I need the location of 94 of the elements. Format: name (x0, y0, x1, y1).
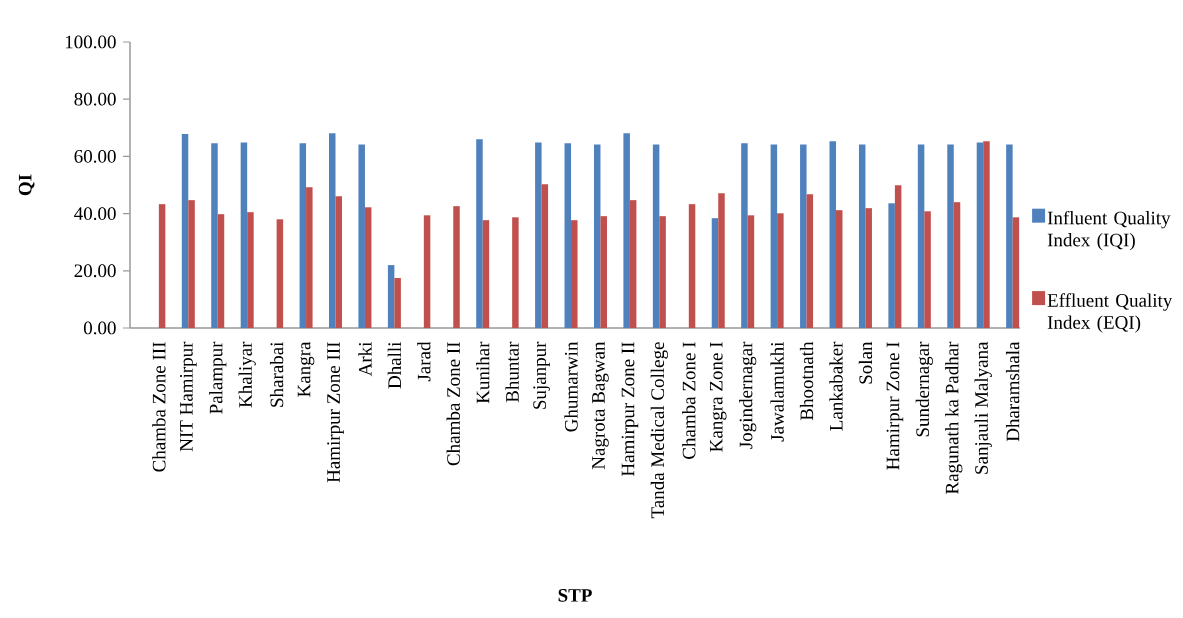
bar (806, 194, 814, 328)
bar (865, 208, 872, 328)
x-tick-label: Bhuntar (505, 341, 519, 403)
bar (306, 187, 313, 328)
x-tick-label: Hamirpur Zone II (621, 342, 639, 477)
bar (953, 202, 961, 328)
bar (629, 200, 637, 328)
x-tick-label: Sujanpur (533, 341, 550, 409)
x-tick-label: Kunihar (476, 341, 490, 404)
bar (600, 216, 607, 328)
y-tick-label: 20.00 (74, 264, 116, 278)
x-tick-label: Sundernagar (915, 341, 933, 437)
x-tick-label: Chamba Zone II (446, 342, 460, 466)
x-tick-label: NIT Hamirpur (179, 341, 197, 452)
x-tick-label: Palampur (209, 341, 227, 414)
bar (836, 210, 843, 328)
x-tick-label: Kangra (297, 341, 315, 397)
bar (358, 144, 365, 328)
x-tick-label: Khaliyar (238, 341, 256, 408)
bar (188, 200, 195, 328)
x-axis-title: STP (558, 588, 592, 602)
x-tick-label: Arki (358, 341, 372, 377)
bar (423, 215, 431, 328)
bar (894, 185, 902, 328)
bar (1012, 217, 1020, 328)
bar (571, 220, 578, 328)
x-tick-label: Hamirpur Zone I (886, 342, 904, 470)
bar (924, 211, 931, 328)
legend-label: Effluent Quality Index (EQI) (1047, 293, 1173, 333)
x-tick-label: Lankabaker (829, 341, 843, 431)
x-tick-label: Chamba Zone III (152, 342, 166, 472)
y-tick-label: 60.00 (74, 149, 116, 163)
bar (652, 144, 660, 328)
x-tick-label: Ragunath ka Padhar (945, 341, 963, 494)
bar (535, 142, 542, 328)
legend-label: Influent Quality Index (IQI) (1047, 210, 1171, 251)
bar (777, 213, 784, 328)
x-tick-label: Dhalli (387, 341, 402, 389)
bar (800, 144, 807, 328)
bar (364, 207, 372, 328)
bar (593, 144, 601, 328)
bar (1006, 144, 1013, 328)
bar (335, 196, 342, 328)
bar (541, 184, 549, 328)
bar (217, 214, 225, 328)
bar (240, 142, 248, 328)
y-axis-title: QI (18, 174, 35, 196)
bar (181, 134, 189, 328)
x-tick-label: Jarad (417, 341, 431, 382)
y-tick-label: 100.00 (65, 35, 116, 49)
y-tick-label: 40.00 (74, 207, 116, 221)
bar (394, 277, 401, 328)
bar (747, 215, 755, 328)
bar (476, 139, 483, 328)
x-tick-label: Jawalamukhi (770, 341, 784, 442)
y-tick-label: 0.00 (83, 321, 116, 335)
x-tick-label: Dharamshala (1005, 341, 1020, 442)
bar (688, 204, 696, 328)
bar (276, 219, 284, 328)
bar (453, 206, 460, 328)
x-tick-label: Ghumarwin (564, 341, 578, 432)
x-tick-label: Nagrota Bagwan (592, 341, 609, 470)
x-tick-label: Bhootnath (799, 341, 814, 421)
x-tick-label: Sanjauli Malyana (974, 341, 992, 474)
x-tick-label: Tanda Medical College (650, 342, 668, 519)
bar (947, 144, 954, 328)
x-tick-label: Hamirpur Zone III (327, 342, 344, 483)
bar (829, 141, 836, 328)
x-tick-label: Solan (858, 341, 873, 384)
bar (158, 204, 166, 328)
x-tick-label: Kangra Zone I (709, 342, 727, 452)
bar (329, 133, 336, 328)
bar (858, 144, 866, 328)
x-tick-label: Sharabai (269, 341, 284, 407)
bar (976, 142, 984, 328)
bar (211, 143, 218, 328)
bar (718, 193, 725, 328)
bar (299, 143, 307, 328)
bar (564, 143, 572, 328)
bar (983, 141, 990, 328)
bar (623, 133, 630, 328)
bar (482, 220, 490, 328)
bar (512, 217, 519, 328)
bar (387, 265, 395, 328)
bar (247, 212, 254, 328)
bar (917, 144, 925, 328)
bar (659, 216, 666, 328)
y-tick-label: 80.00 (74, 92, 116, 106)
x-tick-label: Chamba Zone I (682, 342, 696, 459)
bar (711, 218, 719, 328)
bar (770, 144, 778, 328)
bar (888, 203, 895, 328)
bar (741, 143, 748, 328)
x-tick-label: Jogindernagar (739, 341, 757, 449)
